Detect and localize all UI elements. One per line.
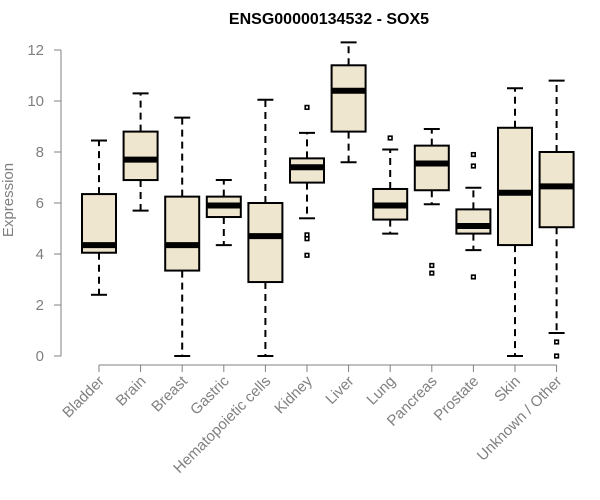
iqr-box xyxy=(289,157,325,184)
y-tick-label: 2 xyxy=(36,297,44,314)
box-lung xyxy=(372,135,409,235)
y-tick-label: 10 xyxy=(27,93,44,110)
box-hematopoietic-cells xyxy=(247,98,284,357)
outlier-point xyxy=(553,339,560,345)
x-tick-label: Liver xyxy=(322,373,357,408)
iqr-box xyxy=(330,64,367,133)
x-tick-label: Bladder xyxy=(59,373,108,422)
x-tick-label: Kidney xyxy=(271,372,316,417)
y-axis-label: Expression xyxy=(0,163,17,237)
outlier-point xyxy=(553,353,560,359)
iqr-box xyxy=(413,144,450,192)
y-tick-label: 4 xyxy=(36,246,44,263)
box-liver xyxy=(330,41,367,164)
outlier-point xyxy=(304,236,310,242)
iqr-box xyxy=(122,130,159,182)
outlier-point xyxy=(387,135,393,141)
box-gastric xyxy=(205,179,242,247)
outlier-point xyxy=(304,252,310,258)
outlier-point xyxy=(429,270,435,276)
iqr-box xyxy=(164,195,201,272)
x-tick-label: Skin xyxy=(491,373,524,406)
box-brain xyxy=(122,92,159,212)
outlier-point xyxy=(470,274,477,280)
y-tick-label: 12 xyxy=(27,42,44,59)
box-breast xyxy=(164,116,201,357)
y-tick-label: 8 xyxy=(36,144,44,161)
box-pancreas xyxy=(413,128,450,276)
box-unknown-other xyxy=(538,79,575,359)
iqr-box xyxy=(247,202,284,284)
outlier-point xyxy=(304,104,310,110)
y-tick-label: 0 xyxy=(36,348,44,365)
box-bladder xyxy=(81,139,117,296)
x-tick-label: Breast xyxy=(148,372,191,415)
box-kidney xyxy=(289,104,325,258)
iqr-box xyxy=(538,151,575,229)
box-group xyxy=(81,41,575,359)
y-axis: 0 2 4 6 8 10 12 xyxy=(27,42,62,365)
box-prostate xyxy=(455,151,492,280)
outlier-point xyxy=(429,262,435,269)
box-skin xyxy=(497,87,533,357)
x-tick-label: Lung xyxy=(363,373,399,409)
chart-title: ENSG00000134532 - SOX5 xyxy=(229,11,429,28)
y-tick-label: 6 xyxy=(36,195,44,212)
x-tick-label: Prostate xyxy=(431,373,483,425)
x-tick-label: Brain xyxy=(113,373,150,410)
iqr-box xyxy=(455,208,492,235)
iqr-box xyxy=(497,126,533,247)
outlier-point xyxy=(470,163,477,169)
outlier-point xyxy=(470,151,477,158)
